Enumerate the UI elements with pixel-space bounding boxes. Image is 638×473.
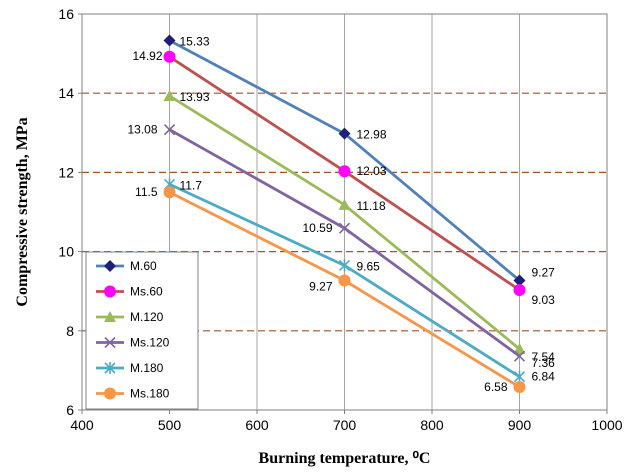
data-point-m-180 bbox=[338, 259, 351, 272]
y-tick-label: 12 bbox=[58, 164, 74, 180]
x-axis-title: Burning temperature, ⁰C bbox=[259, 450, 431, 467]
data-label: 11.5 bbox=[135, 185, 158, 199]
data-point-ms-60 bbox=[338, 165, 351, 178]
series-m-120 bbox=[163, 89, 526, 355]
legend-item-ms-60: Ms.60 bbox=[96, 285, 163, 299]
data-label: 13.08 bbox=[127, 123, 157, 137]
x-tick-label: 400 bbox=[70, 417, 94, 433]
legend-item-m-60: M.60 bbox=[96, 259, 157, 273]
data-label: 6.58 bbox=[484, 380, 508, 394]
legend-item-ms-120: Ms.120 bbox=[96, 336, 170, 350]
y-tick-label: 8 bbox=[66, 323, 74, 339]
data-point-ms-120 bbox=[338, 222, 351, 234]
x-tick-label: 700 bbox=[333, 417, 357, 433]
legend-label: Ms.180 bbox=[130, 387, 170, 401]
y-tick-label: 14 bbox=[58, 85, 74, 101]
y-tick-label: 6 bbox=[66, 402, 74, 418]
data-label: 9.27 bbox=[532, 266, 556, 280]
x-tick-label: 900 bbox=[508, 417, 532, 433]
data-point-ms-60 bbox=[513, 284, 526, 297]
legend: M.60 Ms.60 M.120 Ms.120 M.180 Ms.180 bbox=[85, 251, 199, 410]
series-m-180 bbox=[163, 178, 526, 383]
legend-item-ms-180: Ms.180 bbox=[96, 387, 170, 401]
data-point-ms-120 bbox=[163, 124, 176, 136]
data-label: 11.7 bbox=[180, 178, 203, 192]
data-point-m-60 bbox=[338, 127, 351, 140]
y-axis-ticks: 6 8 10 12 14 16 bbox=[58, 6, 82, 418]
series-ms-180 bbox=[163, 186, 526, 394]
data-label: 6.84 bbox=[532, 370, 556, 384]
data-point-m-60 bbox=[513, 274, 526, 287]
legend-marker bbox=[104, 311, 116, 322]
data-label: 7.36 bbox=[532, 356, 556, 370]
x-tick-label: 800 bbox=[420, 417, 444, 433]
legend-marker bbox=[104, 336, 116, 349]
legend-label: M.60 bbox=[130, 259, 157, 273]
x-tick-label: 1000 bbox=[591, 417, 622, 433]
x-tick-label: 500 bbox=[158, 417, 182, 433]
data-point-ms-60 bbox=[163, 50, 176, 63]
data-label: 9.03 bbox=[532, 293, 556, 307]
legend-marker bbox=[104, 285, 116, 298]
data-point-ms-120 bbox=[513, 350, 526, 362]
data-point-ms-180 bbox=[338, 274, 351, 287]
data-label: 12.98 bbox=[357, 128, 387, 142]
x-tick-label: 600 bbox=[245, 417, 269, 433]
data-point-m-180 bbox=[513, 370, 526, 383]
legend-item-m-180: M.180 bbox=[96, 361, 164, 375]
series-ms-60 bbox=[163, 50, 526, 297]
data-label: 9.65 bbox=[357, 259, 381, 273]
data-point-m-120 bbox=[338, 198, 351, 210]
data-point-ms-180 bbox=[513, 381, 526, 394]
data-label: 9.27 bbox=[309, 280, 333, 294]
data-label: 14.92 bbox=[132, 49, 162, 63]
data-label: 15.33 bbox=[180, 35, 210, 49]
data-point-ms-180 bbox=[163, 186, 176, 199]
data-point-m-120 bbox=[163, 89, 176, 101]
legend-label: M.120 bbox=[130, 310, 164, 324]
y-tick-label: 16 bbox=[58, 6, 74, 22]
legend-marker bbox=[104, 362, 116, 374]
data-point-m-60 bbox=[163, 34, 176, 47]
data-label: 12.03 bbox=[357, 164, 387, 178]
data-label: 7.54 bbox=[532, 350, 556, 364]
data-point-m-120 bbox=[513, 343, 526, 355]
legend-marker bbox=[104, 387, 116, 400]
legend-item-m-120: M.120 bbox=[96, 310, 164, 324]
legend-box bbox=[85, 251, 199, 410]
data-labels: 15.33 12.98 9.27 14.92 12.03 9.03 13.93 11.18 7.… bbox=[127, 35, 555, 395]
legend-label: M.180 bbox=[130, 361, 164, 375]
y-tick-label: 10 bbox=[58, 244, 74, 260]
legend-label: Ms.120 bbox=[130, 336, 170, 350]
data-label: 10.59 bbox=[302, 221, 332, 235]
y-axis-title: Compressive strength, MPa bbox=[14, 117, 31, 306]
data-label: 13.93 bbox=[180, 90, 210, 104]
legend-marker bbox=[104, 260, 116, 272]
legend-label: Ms.60 bbox=[130, 285, 163, 299]
x-axis-ticks: 400 500 600 700 800 900 1000 bbox=[70, 410, 623, 433]
data-label: 11.18 bbox=[357, 199, 386, 213]
series-ms-120 bbox=[163, 124, 526, 362]
series-m-60 bbox=[163, 34, 526, 287]
series-layer bbox=[163, 34, 526, 394]
